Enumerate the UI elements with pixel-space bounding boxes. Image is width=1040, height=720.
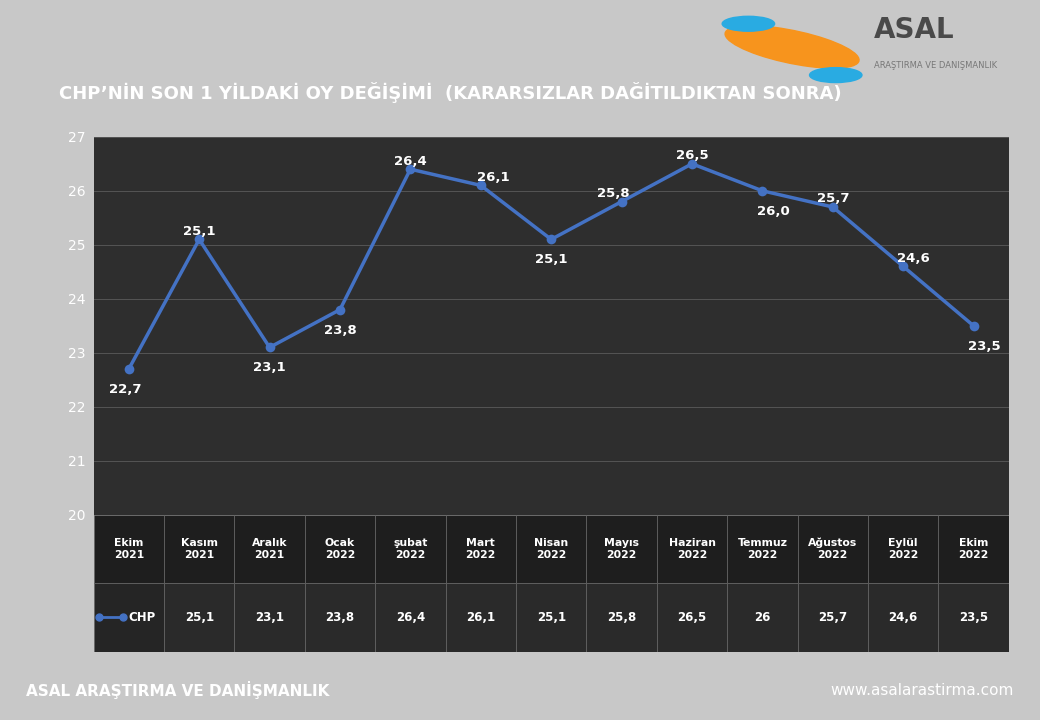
Bar bbox=[798, 515, 868, 583]
Text: 24,6: 24,6 bbox=[888, 611, 918, 624]
Bar bbox=[445, 515, 516, 583]
Text: 23,1: 23,1 bbox=[255, 611, 284, 624]
Bar bbox=[305, 515, 375, 583]
Text: Nisan
2022: Nisan 2022 bbox=[535, 539, 568, 560]
Text: 26,4: 26,4 bbox=[394, 155, 426, 168]
Text: Haziran
2022: Haziran 2022 bbox=[669, 539, 716, 560]
Text: CHP’NİN SON 1 YİLDAKİ OY DEĞİŞİMİ  (KARARSIZLAR DAĞİTILDIKTAN SONRA): CHP’NİN SON 1 YİLDAKİ OY DEĞİŞİMİ (KARAR… bbox=[58, 82, 841, 103]
Text: Kasım
2021: Kasım 2021 bbox=[181, 539, 217, 560]
Bar bbox=[798, 583, 868, 652]
Text: Ağustos
2022: Ağustos 2022 bbox=[808, 538, 857, 560]
Ellipse shape bbox=[725, 26, 859, 68]
Text: Ekim
2022: Ekim 2022 bbox=[959, 539, 989, 560]
Text: 26,4: 26,4 bbox=[396, 611, 425, 624]
Text: 23,1: 23,1 bbox=[254, 361, 286, 374]
Bar bbox=[657, 583, 727, 652]
Text: 23,8: 23,8 bbox=[323, 323, 357, 337]
Text: 26: 26 bbox=[754, 611, 771, 624]
Bar bbox=[445, 583, 516, 652]
Text: Mart
2022: Mart 2022 bbox=[466, 539, 496, 560]
Bar bbox=[234, 515, 305, 583]
Text: 23,5: 23,5 bbox=[968, 340, 1000, 353]
Text: 25,8: 25,8 bbox=[607, 611, 636, 624]
Text: ASAL ARAŞTIRMA VE DANİŞMANLIK: ASAL ARAŞTIRMA VE DANİŞMANLIK bbox=[26, 681, 330, 700]
Text: 26,5: 26,5 bbox=[677, 611, 706, 624]
Bar bbox=[868, 583, 938, 652]
Bar bbox=[516, 583, 587, 652]
Text: Temmuz
2022: Temmuz 2022 bbox=[737, 539, 787, 560]
Bar bbox=[727, 583, 798, 652]
Text: www.asalarastirma.com: www.asalarastirma.com bbox=[831, 683, 1014, 698]
Text: Ocak
2022: Ocak 2022 bbox=[324, 539, 356, 560]
Text: şubat
2022: şubat 2022 bbox=[393, 539, 427, 560]
Text: 25,1: 25,1 bbox=[537, 611, 566, 624]
Text: 26,1: 26,1 bbox=[466, 611, 495, 624]
Bar bbox=[234, 583, 305, 652]
Circle shape bbox=[722, 17, 775, 31]
Bar bbox=[657, 515, 727, 583]
Text: Aralık
2021: Aralık 2021 bbox=[252, 539, 287, 560]
Bar bbox=[938, 583, 1009, 652]
Text: 25,1: 25,1 bbox=[183, 225, 215, 238]
Text: ASAL: ASAL bbox=[874, 17, 955, 45]
Bar bbox=[375, 583, 445, 652]
Text: 25,7: 25,7 bbox=[816, 192, 849, 205]
Text: 25,1: 25,1 bbox=[535, 253, 568, 266]
Text: 26,1: 26,1 bbox=[477, 171, 510, 184]
Bar bbox=[94, 515, 164, 583]
Text: ARAŞTIRMA VE DANIŞMANLIK: ARAŞTIRMA VE DANIŞMANLIK bbox=[874, 60, 996, 70]
Text: 23,8: 23,8 bbox=[326, 611, 355, 624]
Text: Mayıs
2022: Mayıs 2022 bbox=[604, 539, 640, 560]
Text: 22,7: 22,7 bbox=[109, 383, 141, 396]
Bar bbox=[727, 515, 798, 583]
Bar bbox=[164, 583, 234, 652]
Bar bbox=[375, 515, 445, 583]
Bar bbox=[587, 515, 657, 583]
Bar bbox=[938, 515, 1009, 583]
Text: 25,7: 25,7 bbox=[818, 611, 848, 624]
Bar bbox=[516, 515, 587, 583]
Bar bbox=[94, 583, 164, 652]
Text: Ekim
2021: Ekim 2021 bbox=[113, 539, 144, 560]
Text: 26,5: 26,5 bbox=[676, 149, 708, 162]
Text: Eylül
2022: Eylül 2022 bbox=[888, 539, 918, 560]
Circle shape bbox=[809, 68, 862, 83]
Text: 24,6: 24,6 bbox=[898, 252, 930, 265]
Text: 26,0: 26,0 bbox=[756, 204, 789, 218]
Text: 23,5: 23,5 bbox=[959, 611, 988, 624]
Bar bbox=[305, 583, 375, 652]
Bar bbox=[868, 515, 938, 583]
Bar bbox=[587, 583, 657, 652]
Text: CHP: CHP bbox=[129, 611, 156, 624]
Bar bbox=[164, 515, 234, 583]
Text: 25,8: 25,8 bbox=[597, 187, 629, 200]
Text: 25,1: 25,1 bbox=[185, 611, 214, 624]
